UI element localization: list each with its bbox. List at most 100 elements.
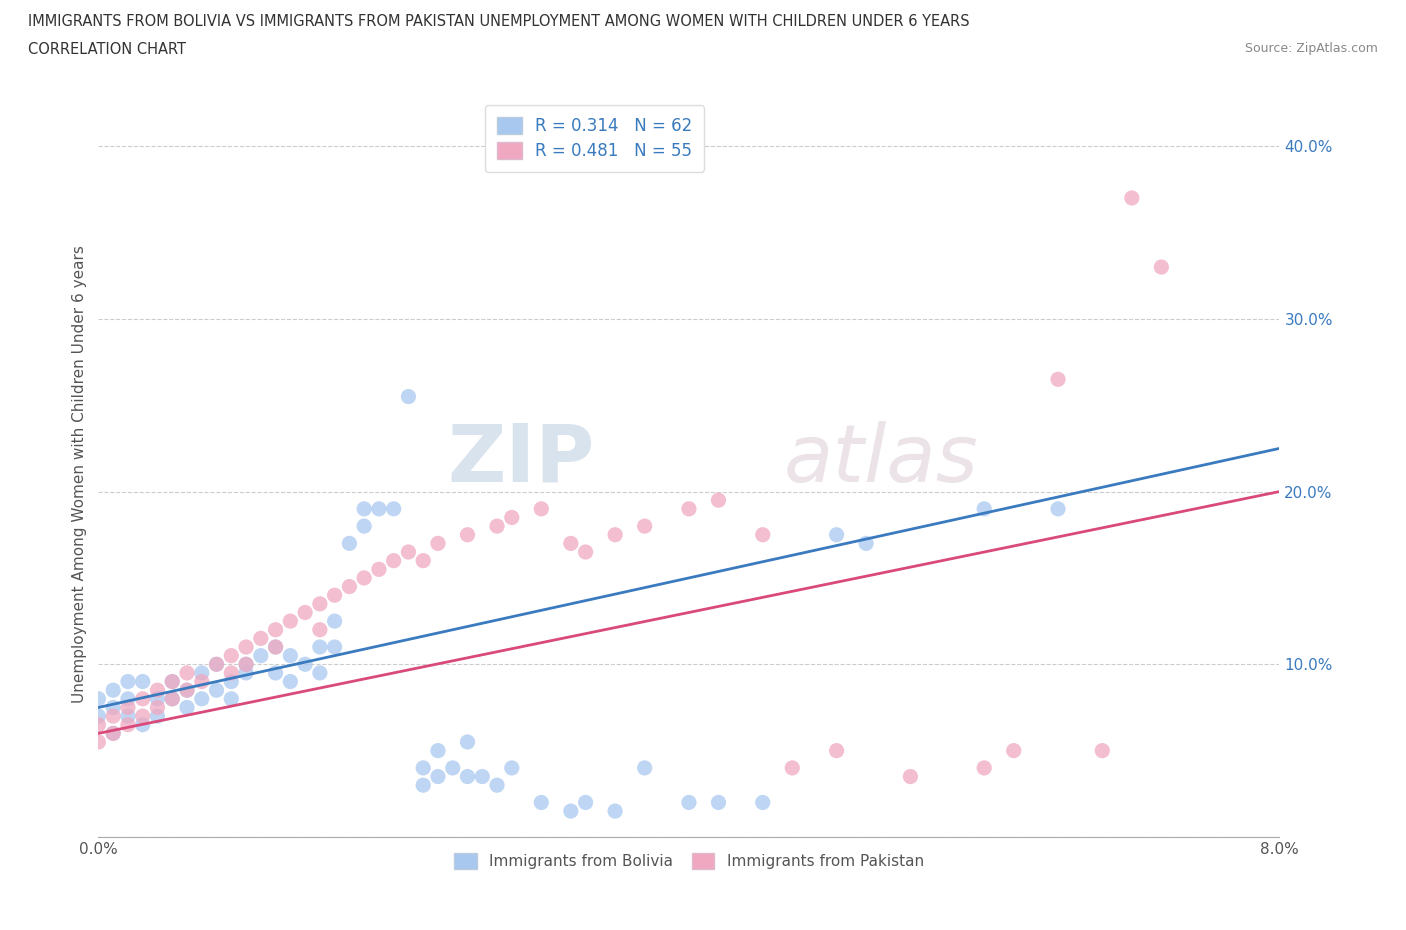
Point: [855, 536, 877, 551]
Point: [117, 717, 139, 732]
Point: [457, 735, 479, 750]
Point: [235, 657, 257, 671]
Point: [235, 657, 257, 671]
Point: [412, 761, 434, 776]
Point: [353, 570, 375, 585]
Point: [323, 614, 346, 629]
Point: [146, 683, 169, 698]
Point: [323, 640, 346, 655]
Point: [323, 588, 346, 603]
Point: [176, 683, 198, 698]
Text: ZIP: ZIP: [447, 420, 595, 498]
Point: [205, 657, 228, 671]
Point: [1121, 191, 1143, 206]
Point: [191, 691, 214, 706]
Point: [368, 501, 391, 516]
Point: [973, 761, 995, 776]
Point: [368, 562, 391, 577]
Point: [707, 493, 730, 508]
Point: [294, 605, 316, 620]
Point: [309, 622, 332, 637]
Point: [146, 709, 169, 724]
Point: [973, 501, 995, 516]
Point: [605, 527, 627, 542]
Point: [457, 769, 479, 784]
Point: [103, 726, 125, 741]
Point: [103, 683, 125, 698]
Point: [221, 666, 243, 681]
Point: [398, 389, 420, 404]
Point: [309, 596, 332, 611]
Point: [280, 674, 302, 689]
Point: [264, 640, 287, 655]
Point: [103, 700, 125, 715]
Point: [117, 700, 139, 715]
Point: [132, 674, 155, 689]
Point: [605, 804, 627, 818]
Point: [486, 519, 509, 534]
Point: [250, 648, 273, 663]
Text: Source: ZipAtlas.com: Source: ZipAtlas.com: [1244, 42, 1378, 55]
Point: [191, 666, 214, 681]
Point: [900, 769, 922, 784]
Point: [678, 795, 700, 810]
Point: [264, 622, 287, 637]
Point: [146, 691, 169, 706]
Point: [1002, 743, 1025, 758]
Point: [530, 795, 553, 810]
Point: [427, 743, 450, 758]
Point: [412, 553, 434, 568]
Point: [339, 536, 361, 551]
Point: [1046, 372, 1070, 387]
Point: [221, 648, 243, 663]
Point: [235, 666, 257, 681]
Point: [132, 717, 155, 732]
Point: [87, 717, 110, 732]
Point: [264, 666, 287, 681]
Point: [162, 691, 183, 706]
Point: [427, 769, 450, 784]
Point: [294, 657, 316, 671]
Point: [782, 761, 804, 776]
Point: [575, 795, 598, 810]
Point: [103, 726, 125, 741]
Point: [1046, 501, 1070, 516]
Point: [176, 683, 198, 698]
Point: [530, 501, 553, 516]
Point: [162, 674, 183, 689]
Point: [707, 795, 730, 810]
Point: [132, 709, 155, 724]
Point: [382, 501, 405, 516]
Text: IMMIGRANTS FROM BOLIVIA VS IMMIGRANTS FROM PAKISTAN UNEMPLOYMENT AMONG WOMEN WIT: IMMIGRANTS FROM BOLIVIA VS IMMIGRANTS FR…: [28, 14, 970, 29]
Point: [486, 777, 509, 792]
Legend: Immigrants from Bolivia, Immigrants from Pakistan: Immigrants from Bolivia, Immigrants from…: [443, 843, 935, 880]
Point: [560, 804, 582, 818]
Point: [117, 691, 139, 706]
Point: [752, 527, 775, 542]
Text: CORRELATION CHART: CORRELATION CHART: [28, 42, 186, 57]
Point: [575, 545, 598, 560]
Point: [221, 674, 243, 689]
Point: [205, 683, 228, 698]
Point: [117, 674, 139, 689]
Point: [87, 735, 110, 750]
Point: [501, 761, 523, 776]
Point: [191, 674, 214, 689]
Point: [382, 553, 405, 568]
Point: [309, 640, 332, 655]
Point: [132, 691, 155, 706]
Point: [353, 501, 375, 516]
Point: [678, 501, 700, 516]
Point: [264, 640, 287, 655]
Point: [103, 709, 125, 724]
Point: [250, 631, 273, 645]
Point: [176, 666, 198, 681]
Point: [427, 536, 450, 551]
Point: [162, 674, 183, 689]
Point: [87, 709, 110, 724]
Point: [176, 700, 198, 715]
Point: [353, 519, 375, 534]
Point: [221, 691, 243, 706]
Point: [1091, 743, 1114, 758]
Point: [441, 761, 464, 776]
